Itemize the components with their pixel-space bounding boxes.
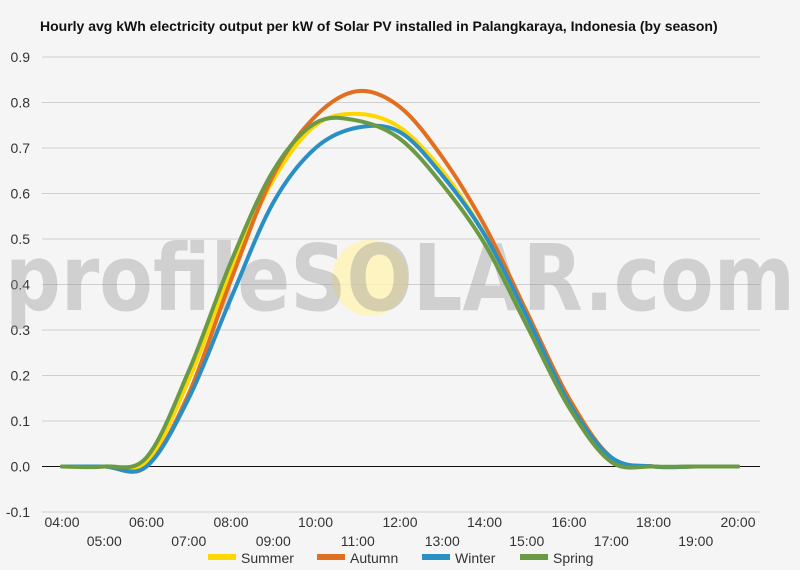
x-tick-label: 06:00: [129, 514, 164, 530]
y-tick-label: 0.5: [11, 231, 31, 247]
legend-swatch-autumn: [317, 554, 345, 560]
x-tick-label: 08:00: [213, 514, 248, 530]
y-tick-label: 0.4: [11, 277, 31, 293]
x-tick-label: 17:00: [594, 533, 629, 549]
y-tick-label: 0.7: [11, 140, 31, 156]
x-tick-label: 13:00: [425, 533, 460, 549]
legend-swatch-winter: [422, 554, 450, 560]
legend-label-autumn: Autumn: [350, 550, 398, 566]
y-tick-label: 0.1: [11, 413, 31, 429]
watermark-sun-icon: [332, 240, 408, 316]
x-tick-label: 19:00: [678, 533, 713, 549]
x-tick-label: 16:00: [551, 514, 586, 530]
y-tick-label: -0.1: [6, 504, 30, 520]
legend-label-summer: Summer: [241, 550, 294, 566]
x-tick-label: 05:00: [87, 533, 122, 549]
x-tick-label: 20:00: [720, 514, 755, 530]
legend-label-winter: Winter: [455, 550, 496, 566]
x-tick-label: 15:00: [509, 533, 544, 549]
x-tick-label: 14:00: [467, 514, 502, 530]
x-tick-label: 04:00: [44, 514, 79, 530]
y-tick-label: 0.3: [11, 322, 31, 338]
y-tick-label: 0.8: [11, 95, 31, 111]
legend-swatch-summer: [208, 554, 236, 560]
y-tick-label: 0.0: [11, 459, 31, 475]
x-tick-label: 12:00: [382, 514, 417, 530]
legend-label-spring: Spring: [553, 550, 593, 566]
series-line-winter: [60, 123, 740, 474]
y-tick-label: 0.9: [11, 49, 31, 65]
watermark-logo: profileSOLAR.com: [5, 225, 795, 332]
x-tick-label: 09:00: [256, 533, 291, 549]
series-line-spring: [60, 115, 740, 470]
x-tick-label: 11:00: [341, 533, 375, 549]
x-tick-label: 07:00: [171, 533, 206, 549]
x-tick-label: 10:00: [298, 514, 333, 530]
y-tick-label: 0.6: [11, 186, 31, 202]
chart-title: Hourly avg kWh electricity output per kW…: [40, 18, 718, 34]
x-tick-label: 18:00: [636, 514, 671, 530]
legend-swatch-spring: [520, 554, 548, 560]
y-tick-label: 0.2: [11, 368, 31, 384]
